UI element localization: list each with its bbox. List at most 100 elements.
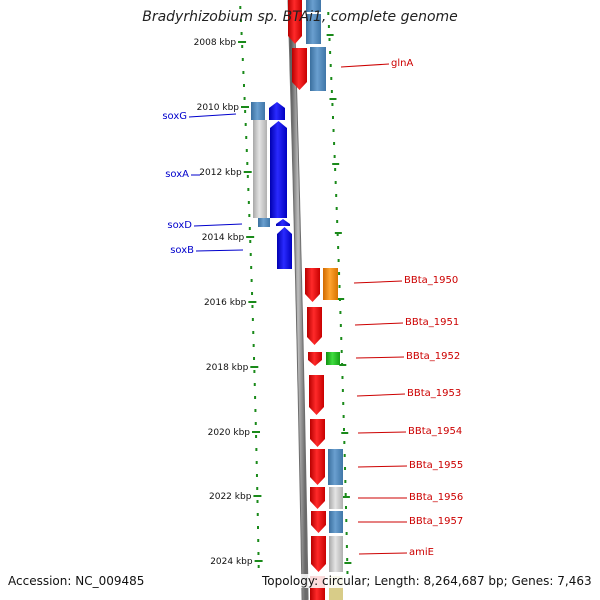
track-dot: [250, 266, 253, 269]
track-dot: [243, 97, 246, 100]
track-dot: [341, 376, 344, 379]
track-dot: [345, 519, 348, 522]
track-dot: [256, 513, 259, 516]
track-dot: [342, 402, 345, 405]
track-dot: [327, 25, 330, 28]
track-dot: [331, 116, 334, 119]
gene-label-line: [195, 249, 244, 252]
track-dash: [334, 232, 342, 234]
gene-forward-BBta_1956: [310, 487, 325, 509]
gene-label-amiE: amiE: [409, 547, 434, 558]
track-dot: [254, 409, 257, 412]
gene-forward-glnA: [292, 48, 307, 90]
track-dash: [329, 98, 337, 100]
track-dash: [326, 34, 334, 36]
track-dot: [337, 246, 340, 249]
gene-forward-BBta_1953: [309, 375, 324, 415]
track-dot: [245, 149, 248, 152]
track-dot: [337, 259, 340, 262]
cog-box: [306, 0, 321, 12]
tick-label: 2020 kbp: [208, 428, 251, 438]
track-dot: [257, 552, 260, 555]
tick-mark: [241, 106, 250, 108]
cog-box: [323, 268, 338, 300]
track-dot: [333, 155, 336, 158]
gene-forward-BBta_1951: [307, 307, 322, 345]
tick-label: 2014 kbp: [202, 233, 245, 243]
track-dot: [334, 181, 337, 184]
track-dot: [239, 6, 242, 9]
track-dot: [242, 84, 245, 87]
track-dot: [257, 539, 260, 542]
gene-reverse-soxG: [269, 102, 285, 120]
gene-reverse-soxB: [277, 227, 292, 269]
tick-label: 2010 kbp: [197, 103, 240, 113]
track-dot: [336, 220, 339, 223]
track-dot: [346, 558, 349, 561]
track-dot: [252, 331, 255, 334]
track-dot: [254, 422, 257, 425]
gene-forward-BBta_1954: [310, 419, 325, 447]
track-dot: [246, 162, 249, 165]
cog-box: [251, 102, 265, 120]
track-dot: [342, 415, 345, 418]
tick-label: 2008 kbp: [194, 38, 237, 48]
gene-forward-BBta_1950: [305, 268, 320, 302]
gene-label-line: [356, 393, 406, 397]
gene-label-BBta_1954: BBta_1954: [408, 426, 462, 437]
track-dot: [344, 493, 347, 496]
track-dot: [255, 448, 258, 451]
track-dot: [253, 357, 256, 360]
track-dot: [248, 227, 251, 230]
track-dot: [251, 318, 254, 321]
gene-forward-BBta_1955: [310, 449, 325, 485]
tick-mark: [252, 431, 261, 433]
track-dot: [344, 480, 347, 483]
gene-label-line: [188, 113, 237, 118]
gene-reverse-soxA: [270, 121, 287, 218]
track-dot: [330, 77, 333, 80]
track-dot: [252, 344, 255, 347]
gene-label-glnA: glnA: [391, 58, 413, 69]
track-dot: [344, 467, 347, 470]
track-dash: [332, 163, 340, 165]
track-dot: [255, 461, 258, 464]
track-dot: [341, 389, 344, 392]
track-dot: [249, 240, 252, 243]
track-dot: [239, 19, 242, 22]
cog-box: [306, 14, 321, 44]
tick-label: 2012 kbp: [199, 168, 242, 178]
track-dot: [329, 51, 332, 54]
track-dot: [331, 103, 334, 106]
track-dash: [341, 432, 349, 434]
track-dot: [327, 12, 330, 15]
gene-label-BBta_1955: BBta_1955: [409, 460, 463, 471]
track-dot: [256, 487, 259, 490]
cog-box: [329, 536, 343, 572]
track-dot: [345, 506, 347, 509]
cog-box: [329, 511, 343, 533]
track-dot: [253, 370, 256, 373]
track-dot: [253, 383, 256, 386]
track-dot: [338, 285, 341, 288]
gene-label-line: [355, 356, 405, 359]
track-dot: [247, 201, 250, 204]
track-dot: [335, 194, 338, 197]
cog-box: [253, 120, 267, 218]
tick-mark: [254, 560, 263, 562]
track-dot: [257, 565, 260, 568]
cog-box: [326, 352, 340, 365]
gene-label-line: [358, 552, 408, 555]
gene-label-soxB: soxB: [170, 245, 194, 256]
gene-label-BBta_1957: BBta_1957: [409, 516, 463, 527]
tick-mark: [253, 495, 262, 497]
track-dot: [329, 64, 332, 67]
track-dot: [339, 311, 342, 314]
gene-label-line: [357, 431, 407, 434]
track-dot: [328, 38, 331, 41]
gene-label-line: [354, 322, 404, 326]
cog-box: [329, 487, 343, 509]
gene-label-line: [193, 223, 243, 227]
gene-label-BBta_1953: BBta_1953: [407, 388, 461, 399]
track-dot: [240, 32, 243, 35]
